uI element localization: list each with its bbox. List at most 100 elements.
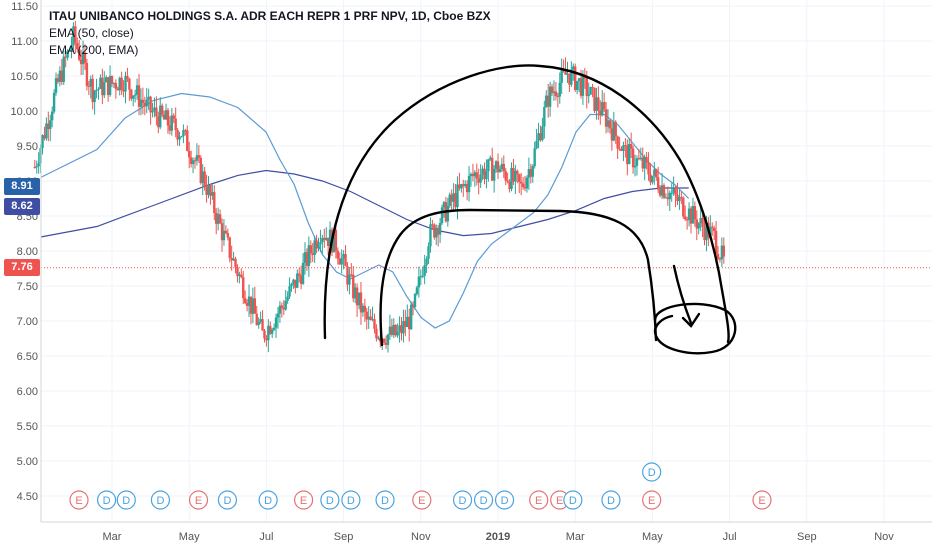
earnings-marker[interactable]: E xyxy=(642,490,662,510)
dividend-marker[interactable]: D xyxy=(601,490,621,510)
candle-body xyxy=(465,183,469,193)
candle-body xyxy=(712,227,716,232)
candle-body xyxy=(519,181,523,184)
svg-text:E: E xyxy=(195,495,202,507)
dividend-marker[interactable]: D xyxy=(375,490,395,510)
ema-200-price-label: 8.62 xyxy=(4,198,40,215)
dividend-marker[interactable]: D xyxy=(96,490,117,510)
ema-50-price-label: 8.91 xyxy=(4,178,40,195)
candle-body xyxy=(64,56,67,58)
candle-body xyxy=(60,70,64,82)
dividend-marker[interactable]: D xyxy=(642,462,662,482)
candle-body xyxy=(363,305,367,312)
candle-body xyxy=(656,177,660,190)
legend-ema-200[interactable]: EMA (200, EMA) xyxy=(49,43,139,57)
dividend-marker[interactable]: D xyxy=(217,490,238,510)
candle-body xyxy=(481,168,484,175)
candle-body xyxy=(711,226,714,228)
candle-body xyxy=(518,174,521,182)
candle-body xyxy=(35,166,38,168)
candle-body xyxy=(269,325,272,334)
candle-body xyxy=(328,229,332,246)
candle-body xyxy=(286,296,289,301)
dividend-marker[interactable]: D xyxy=(258,490,278,510)
candle-body xyxy=(373,319,376,329)
candle-body xyxy=(114,83,118,89)
candle-body xyxy=(504,171,507,181)
candle-body xyxy=(240,274,243,278)
candle-body xyxy=(303,252,307,263)
candle-body xyxy=(388,326,392,335)
candle-body xyxy=(664,197,668,199)
candle-body xyxy=(189,157,193,164)
candle-body xyxy=(556,96,560,98)
earnings-marker[interactable]: E xyxy=(188,490,209,510)
candle-body xyxy=(691,206,695,224)
dividend-marker[interactable]: D xyxy=(116,490,136,510)
earnings-marker[interactable]: E xyxy=(294,490,314,510)
outer-arch xyxy=(323,64,730,344)
candle-body xyxy=(133,94,137,96)
candle-body xyxy=(653,169,656,176)
candle-body xyxy=(606,120,610,127)
candle-body xyxy=(151,110,154,113)
svg-text:D: D xyxy=(122,495,130,507)
candle-body xyxy=(440,207,444,224)
y-tick-label: 7.50 xyxy=(17,281,38,293)
candle-body xyxy=(272,327,276,330)
candle-body xyxy=(353,287,357,299)
candle-body xyxy=(278,305,282,314)
candle-body xyxy=(425,258,428,266)
dividend-marker[interactable]: D xyxy=(494,490,515,510)
candle-body xyxy=(68,50,71,52)
candle-body xyxy=(458,184,461,189)
y-tick-label: 5.50 xyxy=(17,421,38,433)
candle-body xyxy=(537,133,540,141)
arrow-head xyxy=(681,312,701,328)
candle-body xyxy=(396,331,399,336)
candle-body xyxy=(197,155,201,158)
earnings-marker[interactable]: E xyxy=(412,490,432,510)
candle-body xyxy=(647,162,650,175)
candle-body xyxy=(242,277,245,299)
candle-body xyxy=(124,75,127,92)
dividend-marker[interactable]: D xyxy=(320,490,340,510)
candle-body xyxy=(427,246,430,259)
candle-body xyxy=(257,322,260,325)
candle-body xyxy=(404,320,407,328)
candle-body xyxy=(83,52,87,63)
dividend-marker[interactable]: D xyxy=(452,490,473,510)
svg-text:D: D xyxy=(264,495,272,507)
dividend-marker[interactable]: D xyxy=(150,490,171,510)
dividend-marker[interactable]: D xyxy=(563,490,583,510)
hand-drawn-annotations xyxy=(323,64,737,355)
earnings-marker[interactable]: E xyxy=(752,490,772,510)
dividend-marker[interactable]: D xyxy=(473,490,494,510)
earnings-marker[interactable]: E xyxy=(69,490,89,510)
candle-body xyxy=(182,130,185,137)
x-tick-label: Mar xyxy=(103,531,122,543)
candle-body xyxy=(234,258,237,268)
candle-body xyxy=(305,252,309,267)
candle-body xyxy=(446,205,450,222)
candle-body xyxy=(514,170,517,182)
y-tick-label: 5.00 xyxy=(17,456,38,468)
svg-text:D: D xyxy=(459,495,467,507)
candle-body xyxy=(45,123,48,139)
candle-body xyxy=(128,78,131,90)
candle-body xyxy=(454,193,457,208)
x-axis: Mar May Jul Sep Nov 2019 Mar May Jul Sep Nov xyxy=(103,531,895,543)
candle-body xyxy=(602,102,606,110)
candle-body xyxy=(492,168,496,181)
candle-body xyxy=(118,77,121,91)
candle-body xyxy=(697,223,700,229)
candle-body xyxy=(633,165,637,168)
legend-ema-50[interactable]: EMA (50, close) xyxy=(49,26,134,40)
earnings-marker[interactable]: E xyxy=(529,490,549,510)
svg-text:D: D xyxy=(648,467,656,479)
dividend-marker[interactable]: D xyxy=(341,490,361,510)
candle-body xyxy=(384,342,388,345)
candle-body xyxy=(50,111,54,121)
